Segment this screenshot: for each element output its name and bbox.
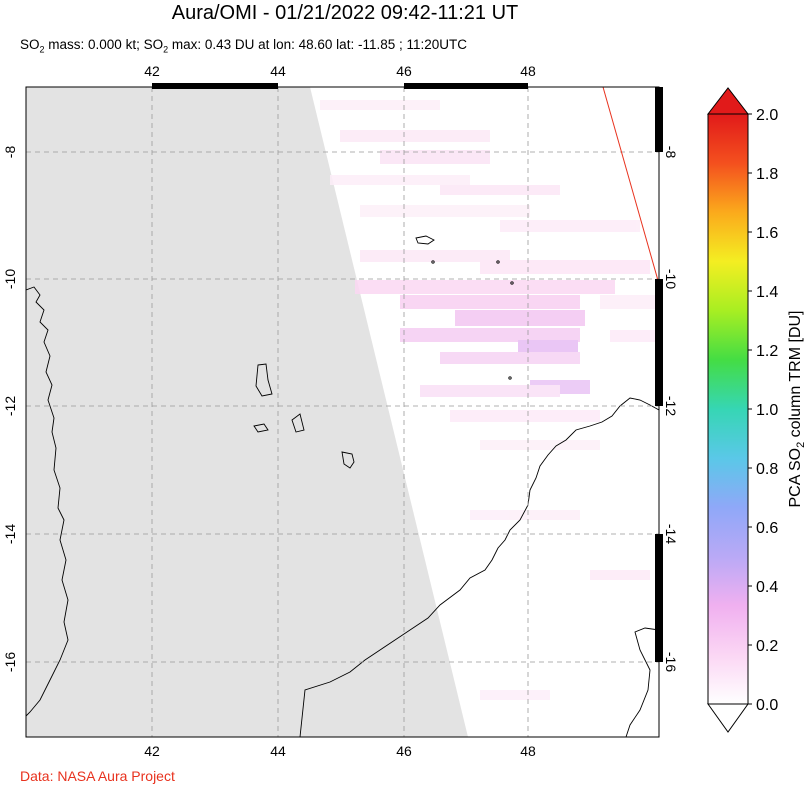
lon-labels-bottom: 42 44 46 48 [144,743,536,759]
colorbar-tick-label: 1.6 [756,225,778,242]
aldabra [415,235,435,245]
colorbar-tick-label: 1.8 [756,166,778,183]
map-subtitle: SO2 mass: 0.000 kt; SO2 max: 0.43 DU at … [20,37,467,55]
colorbar-tick-label: 0.4 [756,579,778,596]
lat-tick-label: -12 [2,396,18,416]
colorbar-ramp [707,113,749,705]
lon-tick-label: 42 [144,63,160,79]
lon-tick-label: 46 [396,743,412,759]
lon-tick-label: 46 [396,63,412,79]
moheli [253,423,269,433]
colorbar-tick-label: 1.0 [756,402,778,419]
lon-tick-label: 42 [144,743,160,759]
colorbar-tick-label: 0.2 [756,638,778,655]
coastlines [26,235,659,737]
lon-labels-top: 42 44 46 48 [144,63,536,79]
data-credit: Data: NASA Aura Project [20,768,175,784]
lat-tick-label: -10 [663,269,679,289]
lat-tick-label: -16 [2,652,18,672]
colorbar-max-arrow [706,87,750,115]
colorbar-tick-label: 0.6 [756,520,778,537]
africa-coastline [26,286,69,717]
madagascar-east [625,627,659,737]
lat-labels-right: -8 -10 -12 -14 -16 [663,146,679,673]
no-data-region [26,87,468,737]
lon-tick-label: 44 [270,743,286,759]
map-frame [25,83,663,738]
colorbar: 0.0 0.2 0.4 0.6 0.8 1.0 1.2 1.4 1.6 1.8 2.0 PCA SO… [706,87,807,733]
lat-tick-label: -14 [663,524,679,544]
lat-tick-label: -8 [2,146,18,159]
lat-tick-label: -16 [663,652,679,672]
lon-tick-label: 48 [520,63,536,79]
lat-labels-left: -8 -10 -12 -14 -16 [2,146,18,673]
mayotte [341,451,355,469]
lat-tick-label: -10 [2,269,18,289]
lat-tick-label: -12 [663,396,679,416]
orbit-edge-line [602,87,659,285]
lon-tick-label: 48 [520,743,536,759]
colorbar-tick-label: 2.0 [756,107,778,124]
map-plot-area [26,87,659,737]
lat-tick-label: -8 [663,146,679,159]
graticule [26,87,659,737]
colorbar-tick-label: 1.2 [756,343,778,360]
colorbar-min-arrow [707,703,749,733]
colorbar-tick-label: 1.4 [756,284,778,301]
grande-comore [255,363,273,397]
anjouan [291,413,305,433]
so2-retrieval-pixels [320,100,659,700]
colorbar-label: PCA SO2 column TRM [DU] [787,311,807,508]
lon-tick-label: 44 [270,63,286,79]
colorbar-ticks: 0.0 0.2 0.4 0.6 0.8 1.0 1.2 1.4 1.6 1.8 2.0 [748,107,778,714]
madagascar-coastline [299,397,659,737]
lat-tick-label: -14 [2,524,18,544]
map-title: Aura/OMI - 01/21/2022 09:42-11:21 UT [171,2,519,24]
colorbar-tick-label: 0.8 [756,461,778,478]
colorbar-tick-label: 0.0 [756,697,778,714]
